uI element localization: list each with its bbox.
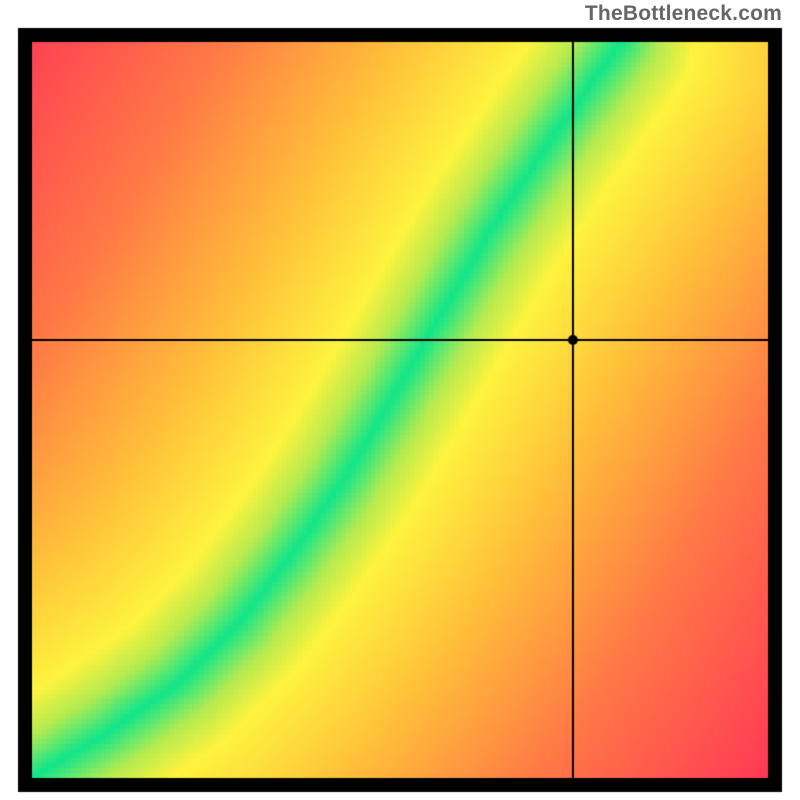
bottleneck-heatmap-canvas [0, 0, 800, 800]
chart-container: TheBottleneck.com [0, 0, 800, 800]
